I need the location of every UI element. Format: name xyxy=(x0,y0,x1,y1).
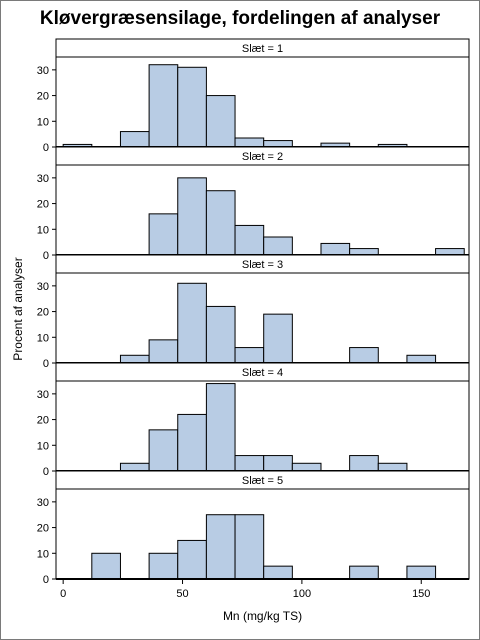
chart-title: Kløvergræsensilage, fordelingen af analy… xyxy=(39,8,441,29)
panel-plot-area-1 xyxy=(55,56,470,148)
y-tick-label: 0 xyxy=(43,250,49,262)
y-tick-label: 30 xyxy=(37,281,49,293)
x-tick-label: 50 xyxy=(176,588,188,600)
panel-label-3: Slæt = 3 xyxy=(242,259,283,271)
y-tick-label: 0 xyxy=(43,358,49,370)
y-tick-label: 0 xyxy=(43,574,49,586)
y-tick-label: 30 xyxy=(37,173,49,185)
histogram-bar xyxy=(406,354,437,364)
histogram-bar xyxy=(119,131,150,148)
histogram-bar xyxy=(205,305,236,364)
histogram-bar xyxy=(205,95,236,148)
y-tick-label: 10 xyxy=(37,332,49,344)
histogram-bar xyxy=(148,64,179,148)
y-tick-label: 10 xyxy=(37,440,49,452)
x-axis-title: Mn (mg/kg TS) xyxy=(223,609,302,623)
histogram-bar xyxy=(349,565,379,580)
y-tick-label: 30 xyxy=(37,65,49,77)
histogram-bar xyxy=(177,539,207,580)
histogram-bar xyxy=(234,224,265,256)
histogram-bar xyxy=(91,552,121,580)
histogram-bar xyxy=(119,462,150,472)
histogram-bar xyxy=(349,455,379,472)
histogram-bar xyxy=(320,242,351,256)
y-tick-label: 20 xyxy=(37,91,49,103)
y-tick-label: 20 xyxy=(37,307,49,319)
panel-label-2: Slæt = 2 xyxy=(242,151,283,163)
x-tick-label: 150 xyxy=(412,588,430,600)
y-tick-label: 10 xyxy=(37,548,49,560)
histogram-bar xyxy=(177,177,207,256)
x-tick-label: 0 xyxy=(60,588,66,600)
histogram-bar xyxy=(119,354,150,364)
histogram-bar xyxy=(263,565,293,580)
panel-label-1: Slæt = 1 xyxy=(242,43,283,55)
x-tick-label: 100 xyxy=(293,588,311,600)
y-tick-label: 30 xyxy=(37,497,49,509)
histogram-bar xyxy=(148,213,179,256)
histogram-bar xyxy=(148,339,179,364)
histogram-bar xyxy=(205,383,236,472)
histogram-bar xyxy=(234,137,265,148)
histogram-bar xyxy=(263,455,293,472)
histogram-bar xyxy=(177,282,207,364)
histogram-bar xyxy=(234,455,265,472)
histogram-bar xyxy=(234,514,265,580)
histogram-bar xyxy=(177,413,207,472)
y-tick-label: 10 xyxy=(37,224,49,236)
y-tick-label: 20 xyxy=(37,415,49,427)
y-tick-label: 10 xyxy=(37,116,49,128)
histogram-bar xyxy=(291,462,322,472)
y-axis-title: Procent af analyser xyxy=(11,257,25,360)
histogram-bar xyxy=(377,462,408,472)
histogram-bar xyxy=(349,347,379,364)
histogram-bar xyxy=(148,429,179,472)
panel-label-5: Slæt = 5 xyxy=(242,475,283,487)
y-tick-label: 20 xyxy=(37,523,49,535)
y-tick-label: 0 xyxy=(43,466,49,478)
histogram-bar xyxy=(263,313,293,364)
histogram-bar xyxy=(205,514,236,580)
histogram-bar xyxy=(148,552,179,580)
y-tick-label: 30 xyxy=(37,389,49,401)
y-tick-label: 0 xyxy=(43,142,49,154)
histogram-bar xyxy=(263,236,293,256)
histogram-bar xyxy=(406,565,437,580)
histogram-bar xyxy=(177,66,207,148)
panel-label-4: Slæt = 4 xyxy=(242,367,283,379)
y-tick-label: 20 xyxy=(37,199,49,211)
histogram-bar xyxy=(234,347,265,364)
histogram-bar xyxy=(205,190,236,256)
